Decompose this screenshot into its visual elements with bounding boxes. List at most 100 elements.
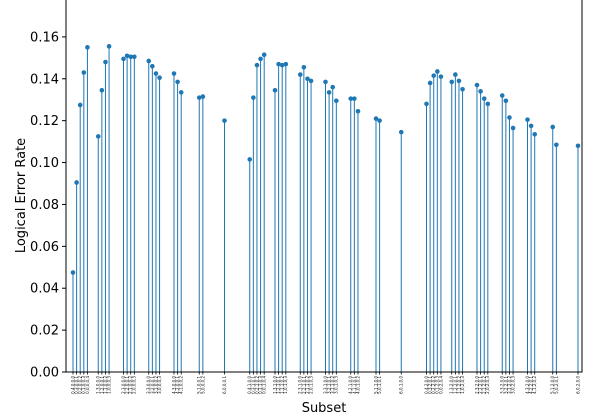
x-tick-label: 0,4,2,0,0 (424, 376, 429, 394)
x-tick-label: 0,1,0,0,3 (81, 376, 86, 394)
x-tick-label: 3,1,0,0,2 (153, 376, 158, 394)
data-point (258, 56, 263, 62)
data-point (503, 98, 509, 104)
x-tick-label: 4,2,2,0,1 (529, 376, 534, 394)
x-tick-label: 4,2,0,0,1 (175, 376, 180, 394)
x-tick-label: 0,2,1,0,2 (254, 376, 259, 394)
data-point (352, 96, 357, 101)
x-tick-label: 1,2,2,0,1 (453, 376, 458, 394)
x-tick-label: 0,3,1,0,1 (251, 376, 256, 394)
data-point (124, 53, 130, 59)
x-tick-label: 5,0,2,0,1 (554, 376, 559, 394)
x-tick-label: 1,0,1,0,3 (283, 376, 288, 394)
data-point (99, 87, 105, 93)
x-tick-label: 1,3,1,0,0 (272, 376, 277, 394)
data-point (153, 71, 159, 76)
data-point (85, 45, 90, 50)
data-point (550, 124, 556, 130)
x-tick-label: 2,0,1,0,3 (308, 376, 313, 394)
data-point (178, 90, 184, 95)
data-point (499, 93, 505, 98)
data-point (485, 101, 491, 107)
x-tick-label: 6,0,0,0,1 (222, 376, 227, 394)
data-point (305, 76, 310, 82)
data-point (132, 54, 137, 60)
x-tick-label: 2,3,1,0,0 (298, 376, 303, 394)
x-tick-label: 1,1,0,0,2 (103, 376, 108, 394)
data-point (297, 72, 303, 77)
data-point (121, 56, 126, 62)
x-tick-label: 0,0,1,0,4 (262, 376, 267, 394)
data-point (200, 94, 206, 99)
data-point (95, 134, 101, 139)
data-point (460, 86, 465, 92)
x-tick-label: 2,0,0,0,3 (132, 376, 137, 394)
y-axis: 0.00 0.02 0.04 0.06 0.08 0.10 0.12 0.14 0.16 0.18 (30, 0, 66, 381)
x-tick-label: 5,0,0,0,2 (200, 376, 205, 394)
data-point (74, 180, 79, 185)
x-tick-label: 1,3,2,0,0 (449, 376, 454, 394)
data-point (427, 80, 433, 86)
x-tick-label: 4,1,0,0,2 (179, 376, 184, 394)
y-tick-label: 0.00 (30, 366, 59, 381)
data-point (528, 123, 534, 129)
data-point (453, 72, 458, 77)
data-point (247, 157, 253, 162)
y-tick-label: 0.14 (30, 72, 59, 87)
data-point (70, 270, 76, 275)
data-point (554, 142, 559, 148)
data-point (308, 78, 314, 84)
x-axis-label: Subset (302, 401, 347, 412)
data-point (478, 89, 483, 94)
data-point (279, 62, 285, 68)
x-tick-label: 4,1,1,0,1 (352, 376, 357, 394)
x-tick-label: 0,0,0,0,4 (85, 376, 90, 394)
x-tick-label: 3,2,1,0,1 (327, 376, 332, 394)
data-point (323, 79, 328, 85)
data-point (106, 44, 112, 49)
data-point (81, 70, 87, 75)
data-point (431, 73, 437, 78)
data-point (157, 75, 162, 81)
x-tick-label: 3,2,0,0,1 (150, 376, 155, 394)
data-point (525, 117, 530, 122)
data-point (355, 108, 361, 114)
data-point (456, 78, 462, 84)
data-point (222, 118, 227, 123)
data-point (272, 87, 278, 93)
stem-lines (72, 46, 579, 372)
x-tick-label: 5,1,1,0,0 (373, 376, 378, 394)
x-tick-label: 5,0,1,0,1 (377, 376, 382, 394)
data-point (334, 98, 339, 104)
x-tick-label: 3,3,0,0,0 (146, 376, 151, 394)
x-tick-label: 0,4,0,0,0 (70, 376, 75, 394)
x-tick-label: 0,0,2,0,4 (438, 376, 443, 394)
x-tick-label: 4,3,0,0,0 (171, 376, 176, 394)
data-point (171, 71, 177, 76)
x-tick-label: 5,1,2,0,0 (550, 376, 555, 394)
data-point (424, 101, 429, 107)
x-tick-label: 6,0,1,0,0 (399, 376, 404, 394)
x-tick-label: 0,1,2,0,3 (435, 376, 440, 394)
data-point (373, 116, 379, 121)
x-tick-label: 3,1,1,0,2 (330, 376, 335, 394)
x-tick-label: 1,2,0,0,1 (99, 376, 104, 394)
x-tick-label: 0,4,1,0,0 (247, 376, 252, 394)
x-tick-label: 3,0,0,0,3 (157, 376, 162, 394)
x-tick-label: 0,3,2,0,1 (428, 376, 433, 394)
data-points (70, 44, 581, 275)
x-tick-label: 4,3,2,0,0 (525, 376, 530, 394)
x-tick-label: 3,0,2,0,3 (510, 376, 515, 394)
data-point (175, 79, 180, 85)
data-point (532, 131, 538, 137)
data-point (261, 52, 267, 57)
y-tick-label: 0.04 (30, 282, 59, 297)
x-tick-label: 2,3,2,0,0 (474, 376, 479, 394)
x-tick-label: 2,1,1,0,2 (305, 376, 310, 394)
data-point (326, 90, 332, 95)
data-point (301, 64, 307, 70)
x-tick-label: 2,3,0,0,0 (121, 376, 126, 394)
x-axis: 0,4,0,0,00,3,0,0,10,2,0,0,20,1,0,0,30,0,… (70, 372, 580, 394)
data-point (251, 95, 256, 100)
x-tick-label: 2,1,2,0,2 (482, 376, 487, 394)
